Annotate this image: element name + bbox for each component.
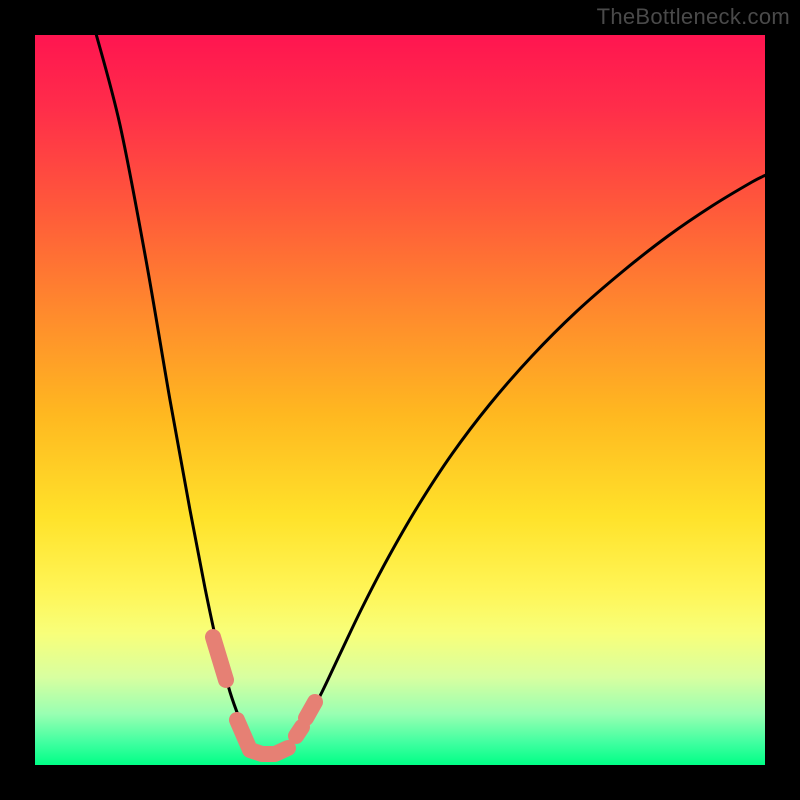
marker-segment-2	[296, 727, 302, 736]
chart-stage: TheBottleneck.com	[0, 0, 800, 800]
watermark-text: TheBottleneck.com	[597, 4, 790, 30]
marker-segment-1	[237, 720, 288, 754]
curve-layer	[0, 0, 800, 800]
marker-segment-0	[213, 637, 226, 680]
bottleneck-curve	[95, 30, 766, 756]
marker-segment-3	[306, 702, 315, 718]
marker-group	[213, 637, 315, 754]
